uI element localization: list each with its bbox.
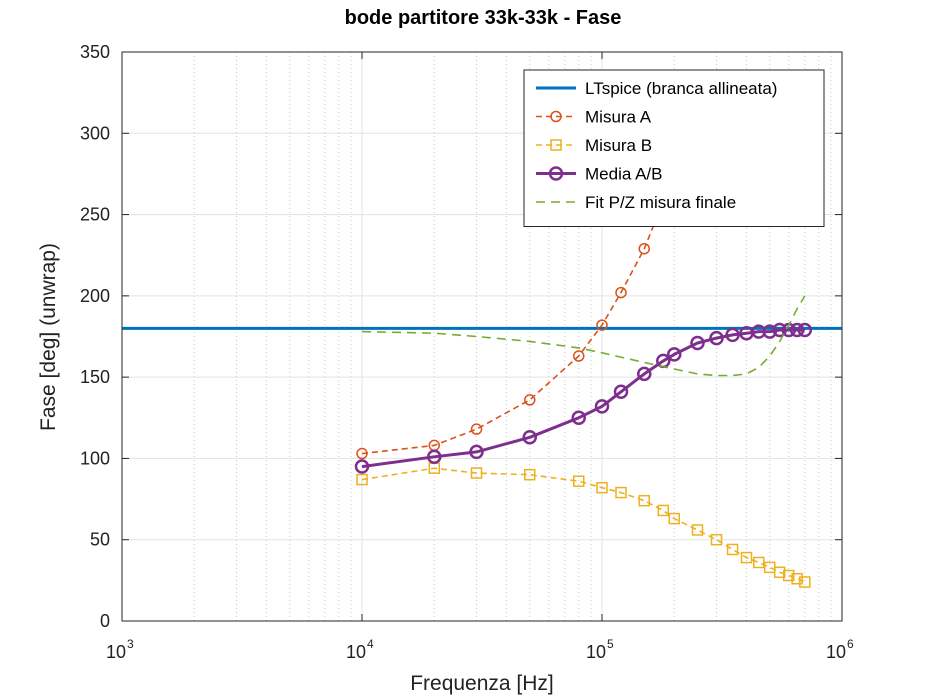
data-point — [764, 561, 776, 574]
series-group — [122, 168, 842, 588]
data-point — [524, 468, 536, 481]
x-tick-label: 10 5 — [586, 637, 614, 662]
data-point — [469, 444, 484, 460]
data-point — [762, 324, 778, 339]
data-point — [691, 524, 704, 536]
x-tick-label-base: 10 — [346, 642, 366, 662]
x-tick-label-base: 10 — [106, 642, 126, 662]
y-tick-label: 0 — [100, 611, 110, 631]
y-tick-label: 100 — [80, 448, 110, 468]
legend-entry: LTspice (branca allineata) — [536, 79, 777, 98]
data-point — [613, 384, 629, 400]
plot-frame — [121, 51, 843, 622]
x-tick-label: 10 3 — [106, 637, 134, 662]
legend-label: Misura A — [585, 108, 652, 127]
data-point — [666, 347, 682, 362]
data-point — [615, 486, 627, 499]
data-point — [690, 335, 705, 351]
data-point — [773, 566, 786, 578]
series-line — [361, 328, 805, 469]
legend-label: Fit P/Z misura finale — [585, 193, 736, 212]
series-line — [361, 295, 806, 377]
y-tick-label: 350 — [80, 42, 110, 62]
data-point — [789, 322, 805, 338]
data-point — [638, 494, 651, 507]
data-point — [426, 449, 442, 465]
legend-swatch-marker — [550, 110, 562, 123]
y-tick-label: 250 — [80, 205, 110, 225]
data-point — [710, 533, 723, 546]
data-point — [596, 319, 608, 331]
legend-entry: Media A/B — [536, 165, 663, 184]
data-point — [668, 512, 680, 525]
x-axis-label: Frequenza [Hz] — [410, 672, 554, 695]
x-tick-label-exponent: 6 — [847, 637, 854, 651]
legend-entry: Misura A — [536, 108, 652, 127]
data-point — [594, 399, 610, 414]
legend-entry: Misura B — [536, 136, 652, 155]
legend-label: LTspice (branca allineata) — [585, 79, 777, 98]
x-tick-label-base: 10 — [826, 642, 846, 662]
legend-swatch-marker — [550, 139, 562, 151]
y-tick-label: 200 — [80, 286, 110, 306]
data-point — [615, 286, 627, 299]
grid-lines — [122, 52, 842, 621]
series-line — [361, 173, 675, 455]
x-tick-label-exponent: 3 — [127, 637, 134, 651]
data-point — [470, 467, 483, 479]
data-point — [726, 543, 739, 556]
data-point — [637, 366, 652, 382]
series-misura-b — [356, 462, 811, 588]
data-point — [524, 394, 536, 406]
legend-entry: Fit P/Z misura finale — [536, 193, 736, 212]
data-point — [572, 475, 585, 487]
series-fit-p-z-misura-finale — [361, 295, 806, 377]
x-tick-label: 10 4 — [346, 637, 374, 662]
data-point — [522, 430, 538, 445]
legend-label: Misura B — [585, 136, 652, 155]
data-point — [572, 350, 585, 362]
data-point — [791, 572, 803, 585]
data-point — [356, 473, 368, 486]
data-point — [571, 410, 586, 426]
series-line — [361, 467, 806, 583]
data-point — [783, 569, 795, 582]
y-axis-label: Fase [deg] (unwrap) — [37, 243, 60, 431]
data-point — [709, 330, 724, 346]
data-point — [657, 504, 670, 517]
data-point — [470, 423, 483, 435]
series-media-a-b — [354, 322, 813, 474]
legend-swatch-marker — [548, 166, 564, 181]
data-point — [772, 322, 787, 338]
legend: LTspice (branca allineata) Misura A Misura… — [523, 69, 825, 227]
data-point — [799, 576, 811, 588]
data-point — [356, 447, 368, 460]
data-point — [638, 242, 651, 255]
y-tick-label: 50 — [90, 530, 110, 550]
x-tick-label-exponent: 5 — [607, 637, 614, 651]
y-tick-label: 150 — [80, 367, 110, 387]
data-point — [797, 322, 813, 338]
legend-box — [523, 69, 825, 227]
data-point — [596, 481, 608, 494]
x-tick-label-exponent: 4 — [367, 637, 374, 651]
chart-title: bode partitore 33k-33k - Fase — [345, 7, 622, 29]
data-point — [740, 551, 753, 564]
x-tick-label: 10 6 — [826, 637, 854, 662]
data-point — [753, 556, 765, 569]
y-tick-label: 300 — [80, 123, 110, 143]
data-point — [354, 459, 370, 474]
data-point — [725, 327, 740, 343]
x-tick-label-base: 10 — [586, 642, 606, 662]
legend-label: Media A/B — [585, 165, 663, 184]
